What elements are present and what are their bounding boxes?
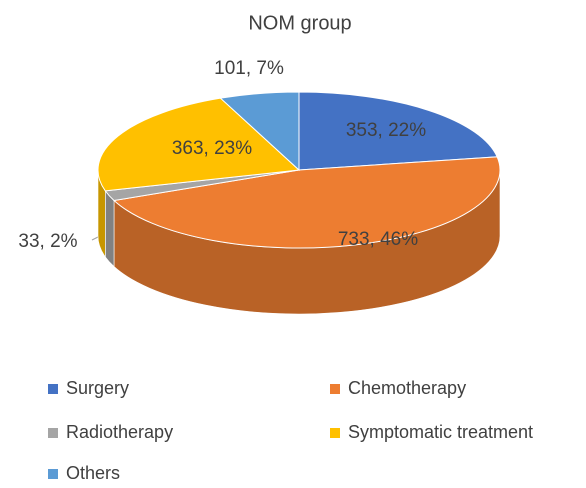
legend-swatch: [48, 384, 58, 394]
slice-side: [105, 189, 115, 268]
data-label: 33, 2%: [18, 231, 77, 252]
legend-label: Symptomatic treatment: [348, 422, 533, 442]
data-label: 733, 46%: [338, 229, 418, 250]
data-label: 101, 7%: [214, 58, 284, 79]
legend-label: Radiotherapy: [66, 422, 173, 442]
slice: [298, 91, 498, 171]
legend-swatch: [48, 469, 58, 479]
slice: [112, 156, 501, 249]
data-label: 363, 23%: [172, 138, 252, 159]
legend-label: Chemotherapy: [348, 378, 466, 398]
legend-label: Surgery: [66, 378, 129, 398]
legend-swatch: [330, 428, 340, 438]
legend-swatch: [48, 428, 58, 438]
data-label: 353, 22%: [346, 120, 426, 141]
legend-label: Others: [66, 463, 120, 483]
slice: [219, 91, 300, 172]
slice: [97, 97, 301, 192]
legend-swatch: [330, 384, 340, 394]
chart-title: NOM group: [248, 12, 351, 34]
